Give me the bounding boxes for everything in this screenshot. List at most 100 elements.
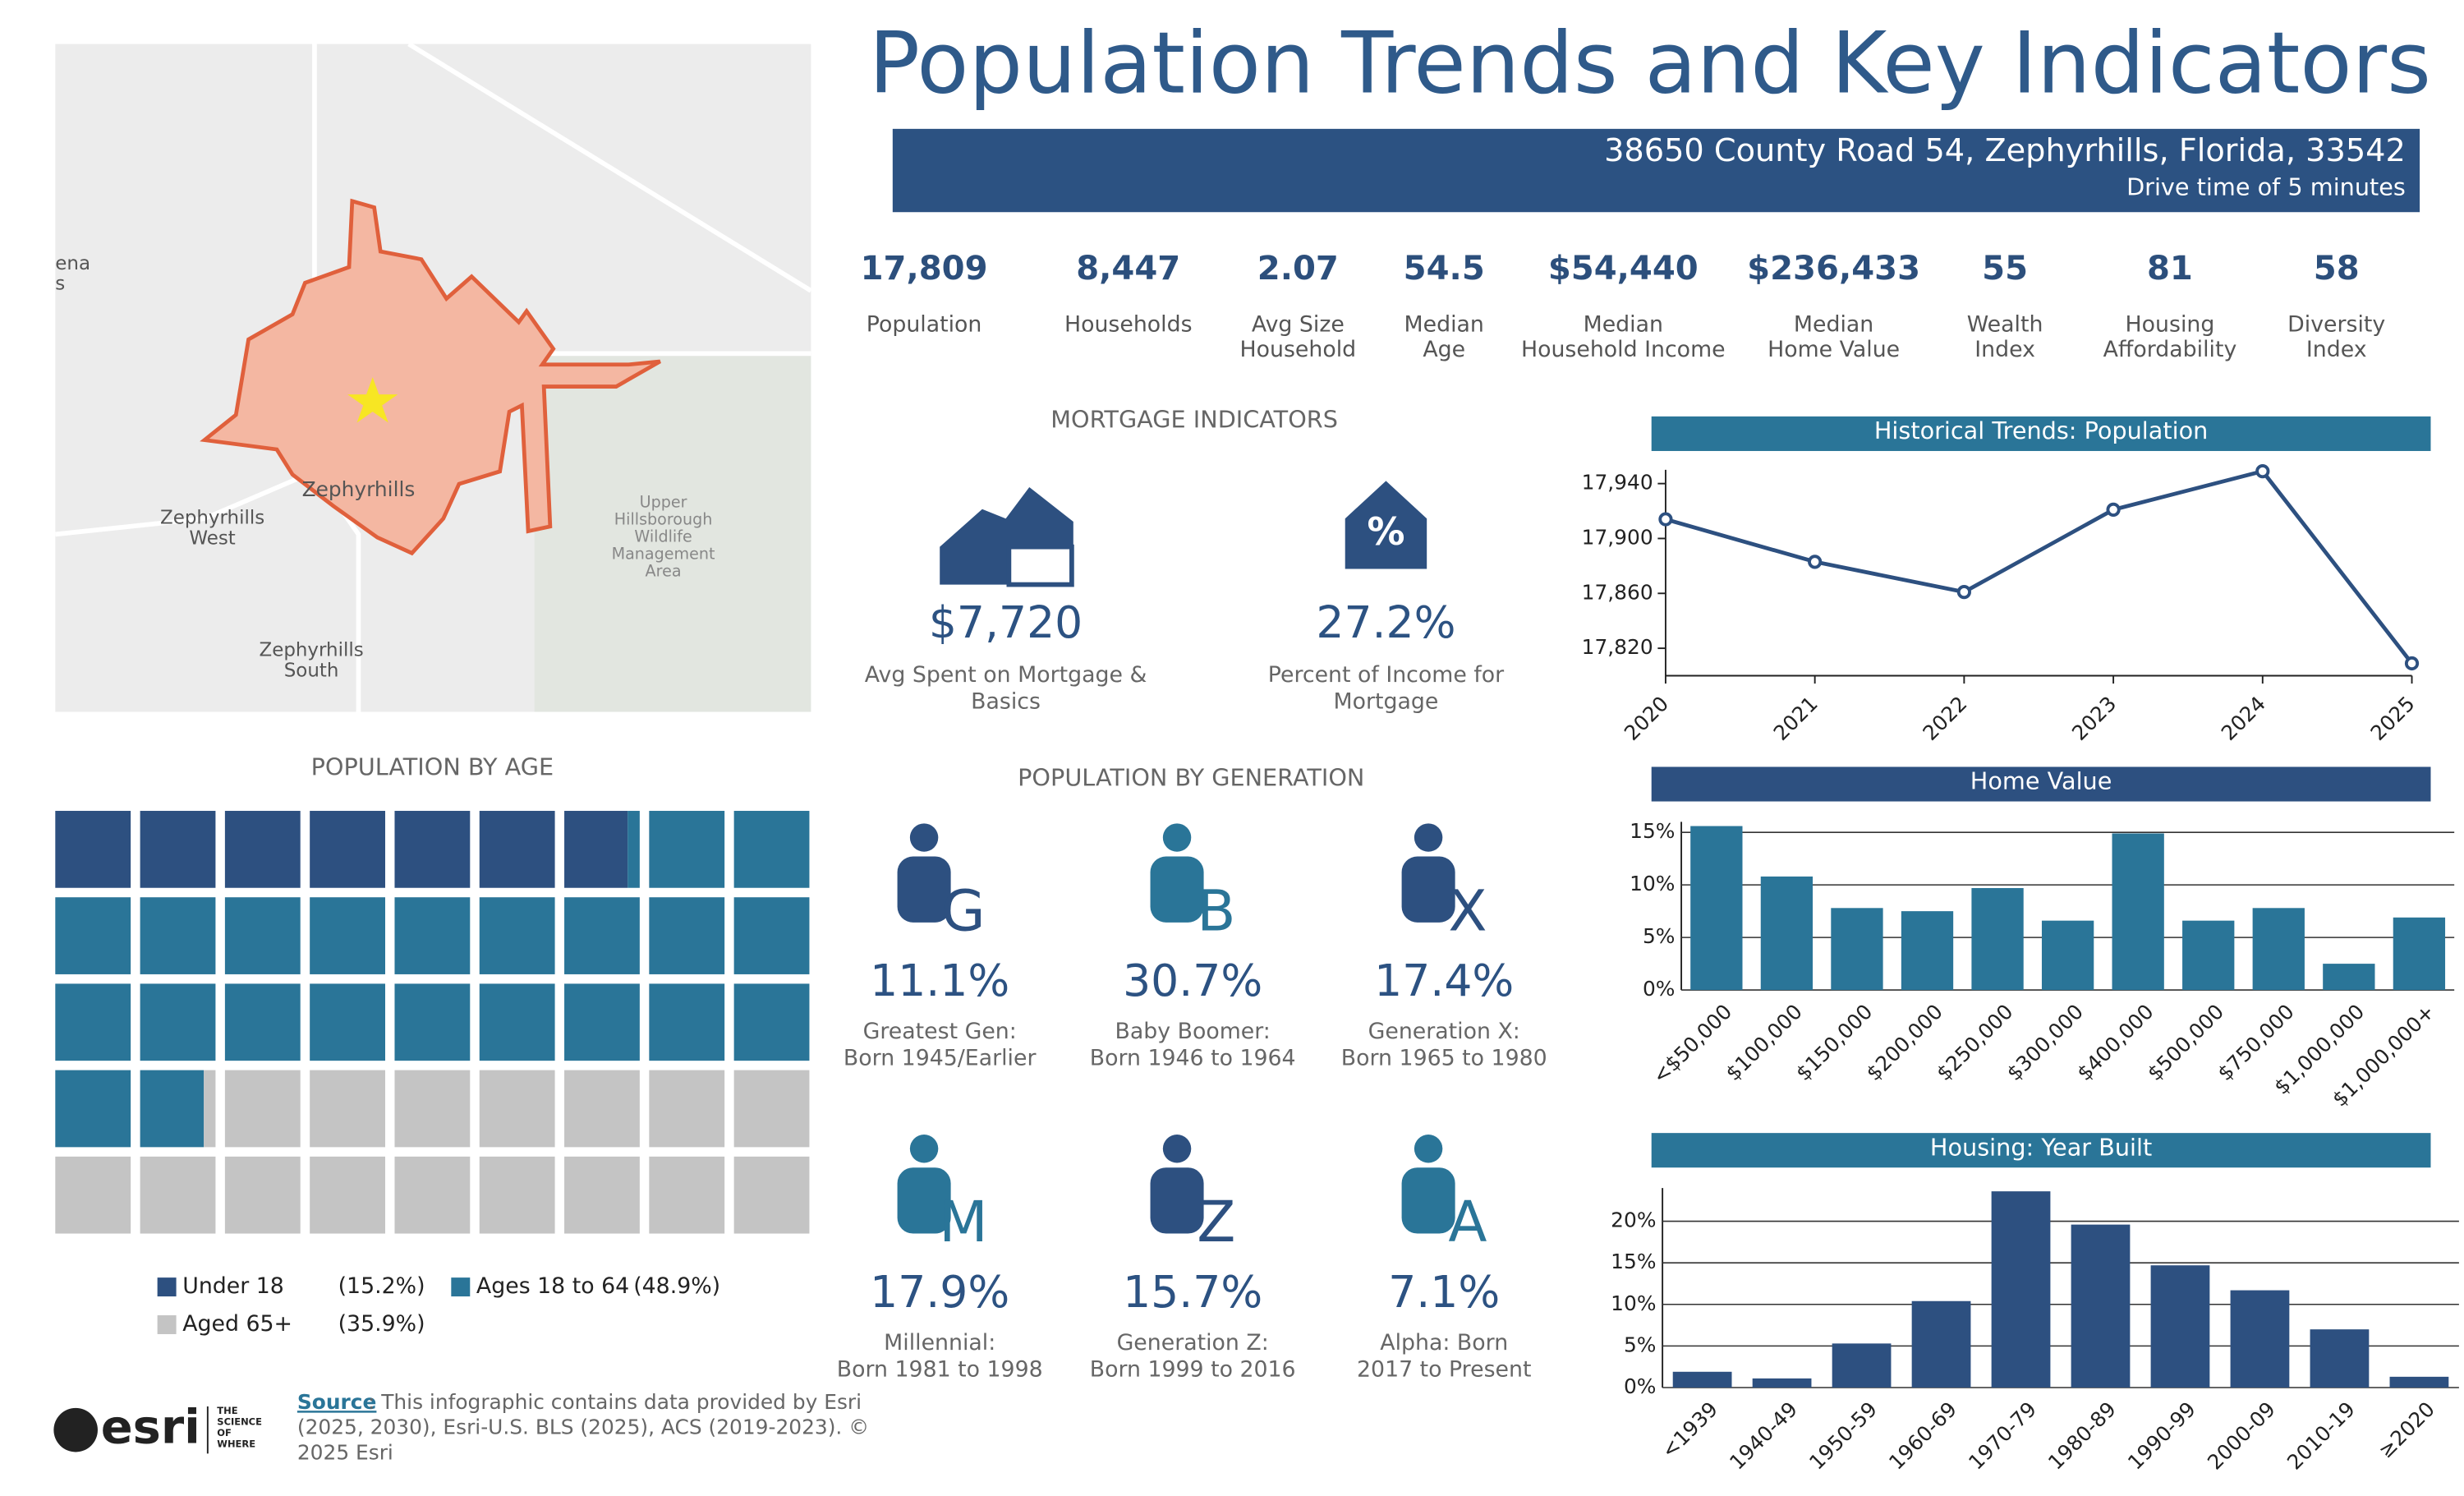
generation-label: Born 1946 to 1964 (1090, 1046, 1296, 1071)
point (1658, 512, 1673, 527)
generation-letter: A (1448, 1190, 1487, 1255)
address-bar (892, 128, 2420, 213)
bar (2389, 1376, 2449, 1388)
map-label: Zephyrhills (160, 508, 264, 529)
bar (1901, 911, 1954, 991)
logo-tagline: SCIENCE (217, 1416, 262, 1428)
source-label: Source (297, 1390, 377, 1414)
waffle-cell (55, 897, 131, 974)
waffle-cell (649, 1070, 725, 1148)
map (55, 42, 812, 712)
y-tick-label: 0% (1643, 977, 1675, 1001)
logo-globe (53, 1407, 98, 1452)
kpi-value: 55 (1982, 250, 2028, 288)
waffle-cell (649, 811, 725, 888)
waffle-cell (140, 983, 216, 1061)
waffle-cell (224, 1156, 301, 1234)
kpi-label: Households (1064, 311, 1193, 337)
legend-value: (35.9%) (338, 1311, 425, 1337)
generation-label: Alpha: Born (1380, 1330, 1508, 1356)
generation-letter: B (1197, 878, 1235, 944)
waffle-cell (394, 1156, 471, 1234)
mortgage-label: Mortgage (1334, 689, 1439, 715)
waffle-cell (310, 897, 385, 974)
mortgage-label: Avg Spent on Mortgage & (865, 662, 1147, 688)
generation-label: Born 1981 to 1998 (837, 1356, 1043, 1382)
generation-label: Millennial: (884, 1330, 995, 1356)
waffle-cell (55, 983, 131, 1061)
bar (2182, 920, 2235, 991)
point (1956, 585, 1971, 600)
legend-label: Aged 65+ (182, 1311, 292, 1337)
generation-label: 2017 to Present (1357, 1356, 1531, 1382)
generation-value: 11.1% (870, 955, 1009, 1006)
generation-label: Born 1999 to 2016 (1090, 1356, 1296, 1382)
waffle-cell (733, 897, 810, 974)
mortgage-icons: % (940, 481, 1427, 587)
chart-title: Historical Trends: Population (1874, 417, 2208, 444)
y-tick-label: 17,940 (1582, 471, 1653, 495)
waffle-cell (140, 811, 216, 888)
y-tick-label: 5% (1643, 924, 1675, 948)
bar (1832, 1343, 1892, 1388)
mortgage-value: 27.2% (1316, 596, 1455, 648)
map-label: Wildlife (634, 527, 692, 546)
y-tick-label: 15% (1630, 819, 1675, 843)
bar (2230, 1290, 2290, 1388)
person-body (1401, 1167, 1455, 1234)
generation-label: Baby Boomer: (1115, 1019, 1271, 1044)
waffle-cell (140, 1070, 205, 1148)
waffle-cell (140, 897, 216, 974)
y-tick-label: 10% (1630, 872, 1675, 895)
person-body (897, 1167, 951, 1234)
waffle-cell (55, 1156, 131, 1234)
bar (1911, 1300, 1971, 1388)
point (2404, 656, 2420, 671)
percent-glyph: % (1367, 509, 1404, 554)
kpi-value: $54,440 (1548, 250, 1699, 288)
drive-time: Drive time of 5 minutes (2126, 173, 2406, 201)
waffle-cell (394, 897, 471, 974)
person-body (1401, 856, 1455, 923)
kpi-value: 58 (2314, 250, 2360, 288)
map-label: Hillsborough (614, 510, 713, 529)
waffle-cell (564, 811, 628, 888)
kpi-label: Wealth (1967, 311, 2043, 337)
map-label: Management (612, 545, 715, 564)
kpi-label: Median (1584, 311, 1663, 337)
generation-label: Born 1945/Earlier (844, 1046, 1037, 1071)
waffle-cell (479, 811, 555, 888)
map-label: s (55, 274, 65, 295)
bar (2112, 833, 2164, 991)
kpi-value: $236,433 (1747, 250, 1920, 288)
kpi-label: Avg Size (1252, 311, 1345, 337)
kpi-value: 54.5 (1404, 250, 1485, 288)
legend-swatch (451, 1277, 471, 1297)
person-head (1162, 823, 1192, 852)
generation-value: 17.9% (870, 1266, 1009, 1318)
person-head (909, 1135, 939, 1163)
source-text: : This infographic contains data provide… (368, 1390, 862, 1414)
waffle-cell (479, 1070, 555, 1148)
waffle-cell (564, 1070, 640, 1148)
y-tick-label: 17,860 (1582, 580, 1653, 604)
waffle-cell (649, 983, 725, 1061)
site-star (347, 377, 398, 423)
kpi-label: Diversity (2287, 311, 2385, 337)
waffle-cell (55, 1070, 131, 1148)
waffle-cell (224, 811, 301, 888)
map-label: Zephyrhills (302, 477, 416, 501)
source-text: (2025, 2030), Esri-U.S. BLS (2025), ACS … (297, 1415, 869, 1439)
kpi-label: Household Income (1521, 337, 1726, 362)
person-head (1162, 1135, 1192, 1163)
kpi-label: Index (1974, 337, 2035, 362)
generation-letter: X (1448, 878, 1487, 944)
logo-tagline: OF (217, 1427, 232, 1438)
mortgage-title: MORTGAGE INDICATORS (1050, 406, 1338, 434)
waffle-cell (394, 1070, 471, 1148)
bar (1831, 908, 1883, 991)
bar (1760, 876, 1814, 991)
chart-title: Home Value (1970, 767, 2112, 795)
logo-tagline: THE (217, 1405, 237, 1416)
